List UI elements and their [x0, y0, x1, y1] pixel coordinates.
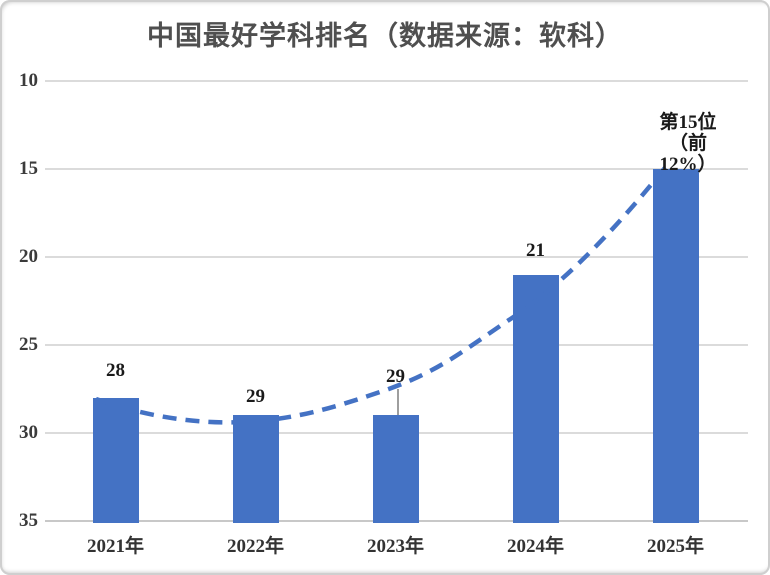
- y-axis-tick-label: 20: [19, 246, 38, 267]
- label-leader-line: [396, 389, 399, 415]
- bar-2023年: [372, 415, 419, 523]
- chart-title: 中国最好学科排名（数据来源：软科）: [147, 21, 623, 51]
- bar-2022年: [232, 415, 279, 523]
- x-axis-label-2023年: 2023年: [366, 536, 425, 557]
- y-axis-tick-label: 35: [19, 510, 38, 531]
- gridline-25: [45, 344, 748, 346]
- x-axis-label-2025年: 2025年: [646, 536, 705, 557]
- bar-value-label-2023年: 29: [386, 365, 405, 387]
- bar-2021年: [92, 398, 139, 523]
- bar-value-label-2022年: 29: [246, 385, 265, 407]
- bar-value-label-2024年: 21: [526, 239, 545, 261]
- bar-value-label-2021年: 28: [106, 359, 125, 381]
- gridline-20: [45, 256, 748, 258]
- y-axis-tick-label: 10: [19, 70, 38, 91]
- bar-2025年: [652, 169, 699, 523]
- x-axis-label-2022年: 2022年: [226, 536, 285, 557]
- bar-2024年: [512, 275, 559, 523]
- y-axis-tick-label: 30: [19, 422, 38, 443]
- bar-value-label-2025年: 第15位 （前12%）: [659, 112, 717, 175]
- gridline-10: [45, 80, 748, 82]
- x-axis-label-2024年: 2024年: [506, 536, 565, 557]
- y-axis-tick-label: 15: [19, 158, 38, 179]
- trendline-path: [95, 162, 670, 425]
- x-axis-label-2021年: 2021年: [86, 536, 145, 557]
- y-axis-tick-label: 25: [19, 334, 38, 355]
- gridline-15: [45, 168, 748, 170]
